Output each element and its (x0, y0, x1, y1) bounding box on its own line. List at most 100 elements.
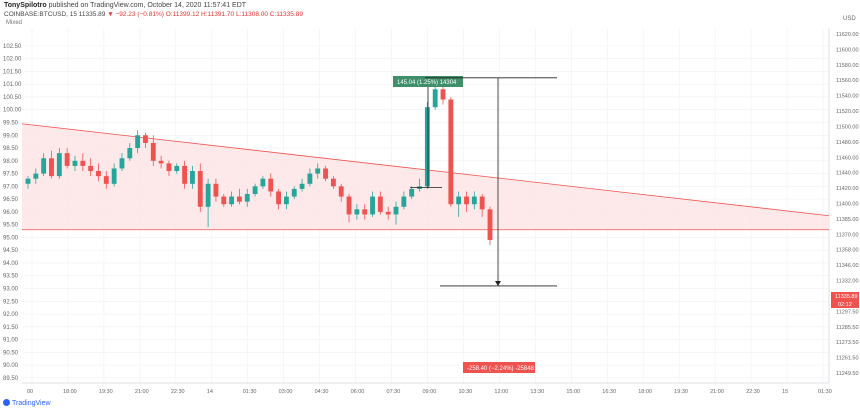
candle-body[interactable] (338, 186, 344, 197)
right-axis-tick: 11358.00 (836, 248, 859, 254)
candle-body[interactable] (315, 168, 321, 174)
candle-body[interactable] (471, 196, 477, 205)
candle-body[interactable] (127, 148, 133, 159)
candle-body[interactable] (197, 171, 203, 207)
right-axis-tick: 11261.50 (836, 356, 859, 362)
candle-body[interactable] (111, 168, 117, 184)
candle-body[interactable] (401, 196, 407, 207)
candle-body[interactable] (221, 196, 227, 205)
author-name[interactable]: TonySpilotro (4, 2, 47, 9)
scale-mode-label[interactable]: Mixed (6, 20, 23, 26)
candle-body[interactable] (268, 178, 274, 192)
right-axis-tick: 11285.50 (836, 325, 859, 331)
left-axis-tick: 97.00 (3, 184, 19, 190)
x-axis-tick: 09:00 (423, 389, 437, 395)
x-axis-tick: 21:00 (135, 389, 149, 395)
candle-body[interactable] (487, 209, 493, 240)
candle-body[interactable] (190, 171, 195, 184)
candle-body[interactable] (377, 196, 383, 212)
right-axis-tick: 11420.00 (836, 186, 859, 192)
candle-body[interactable] (260, 178, 266, 187)
candle-body[interactable] (409, 188, 415, 197)
right-axis-tick: 11273.50 (836, 340, 859, 346)
candle-body[interactable] (330, 178, 336, 187)
symbol-name[interactable]: COINBASE:BTCUSD, 15 (4, 11, 77, 18)
right-axis-tick: 11580.00 (836, 63, 859, 69)
x-axis-tick: 19:30 (99, 389, 113, 395)
candle-body[interactable] (33, 173, 39, 179)
candle-body[interactable] (393, 206, 399, 215)
candle-body[interactable] (323, 168, 328, 179)
candle-body[interactable] (150, 142, 156, 161)
left-axis-tick: 102.50 (3, 44, 22, 50)
x-axis-tick: 13:30 (530, 389, 544, 395)
candle-body[interactable] (424, 107, 430, 187)
candle-body[interactable] (252, 186, 258, 195)
candle-body[interactable] (182, 165, 188, 184)
last-price: 11335.89 (78, 11, 106, 18)
candle-body[interactable] (72, 160, 78, 166)
left-axis-tick: 101.00 (3, 82, 22, 88)
left-axis-tick: 96.00 (3, 210, 19, 216)
x-axis-tick: 22:30 (746, 389, 760, 395)
candle-body[interactable] (103, 176, 109, 184)
right-axis-tick: 11370.00 (836, 232, 859, 238)
candle-body[interactable] (276, 191, 282, 205)
candle-body[interactable] (283, 196, 289, 205)
publish-info: TonySpilotro published on TradingView.co… (4, 2, 246, 9)
candle-body[interactable] (41, 158, 47, 174)
candle-body[interactable] (479, 196, 485, 210)
candle-body[interactable] (456, 196, 462, 205)
x-axis-tick: 19:30 (674, 389, 688, 395)
left-axis-tick: 97.50 (3, 172, 19, 178)
right-axis-tick: 11620.00 (836, 32, 859, 38)
right-axis-tick: 11480.00 (836, 140, 859, 146)
candle-body[interactable] (135, 135, 141, 149)
x-axis-tick: 22:30 (171, 389, 185, 395)
candle-body[interactable] (244, 194, 250, 202)
left-axis-tick: 95.50 (3, 223, 19, 229)
left-axis-tick: 92.50 (3, 299, 19, 305)
right-axis-tick: 11249.50 (836, 371, 859, 377)
candle-body[interactable] (56, 153, 62, 177)
countdown-tag: 02:12 (838, 302, 852, 308)
left-axis-tick: 98.50 (3, 146, 19, 152)
candle-body[interactable] (213, 183, 219, 197)
candle-body[interactable] (464, 196, 469, 205)
candle-body[interactable] (385, 211, 391, 215)
candle-body[interactable] (291, 188, 297, 197)
price-change: ▼ −92.23 (−0.81%) (107, 11, 164, 18)
left-axis-tick: 96.50 (3, 197, 19, 203)
candle-body[interactable] (205, 183, 211, 207)
candle-body[interactable] (64, 153, 70, 166)
candle-body[interactable] (119, 158, 125, 169)
x-axis-tick: 14 (207, 389, 213, 395)
candle-body[interactable] (346, 196, 352, 215)
candle-body[interactable] (362, 209, 368, 215)
candle-body[interactable] (236, 196, 242, 202)
currency-label: USD (843, 16, 856, 22)
candle-body[interactable] (440, 89, 446, 100)
candle-body[interactable] (88, 165, 94, 172)
tradingview-logo[interactable]: TradingView (3, 399, 51, 407)
candle-body[interactable] (432, 89, 438, 108)
candle-body[interactable] (174, 165, 180, 172)
chart-header: TonySpilotro published on TradingView.co… (0, 0, 860, 30)
right-axis-tick: 11540.00 (836, 94, 859, 100)
candle-body[interactable] (299, 183, 305, 189)
candle-body[interactable] (370, 196, 375, 215)
candle-body[interactable] (49, 158, 54, 177)
candle-body[interactable] (158, 160, 164, 164)
left-axis-tick: 93.50 (3, 274, 19, 280)
left-axis-tick: 95.00 (3, 235, 19, 241)
candle-body[interactable] (448, 99, 454, 205)
candle-body[interactable] (307, 173, 313, 184)
candle-body[interactable] (25, 178, 31, 184)
candle-body[interactable] (166, 163, 172, 172)
candle-body[interactable] (354, 209, 360, 215)
candle-body[interactable] (143, 135, 148, 143)
candle-body[interactable] (229, 196, 235, 205)
candle-body[interactable] (80, 160, 86, 166)
candle-body[interactable] (96, 171, 101, 177)
